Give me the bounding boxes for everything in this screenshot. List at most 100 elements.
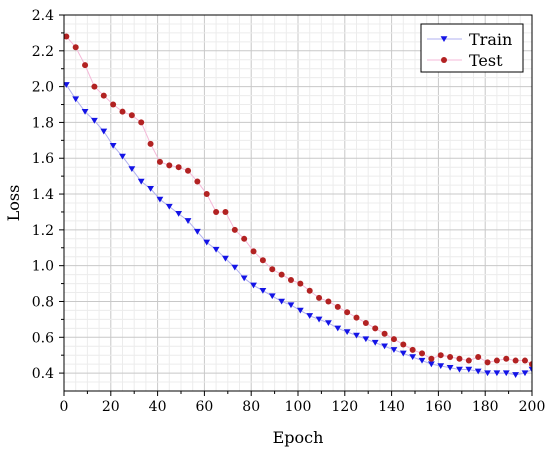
- train-point: [512, 372, 520, 378]
- test-point: [437, 352, 444, 359]
- train-point: [390, 347, 398, 353]
- test-point: [521, 357, 528, 364]
- train-series: [64, 82, 532, 378]
- train-point: [109, 142, 117, 149]
- test-point: [353, 314, 360, 321]
- legend-train-label: Train: [469, 30, 512, 49]
- train-point: [418, 357, 426, 364]
- train-point: [528, 366, 532, 373]
- test-point: [503, 355, 510, 362]
- train-point: [203, 239, 211, 246]
- test-point: [166, 162, 173, 169]
- y-tick-label: 1.6: [32, 151, 54, 167]
- tick-labels: 0 20 40 60 80 100 120 140 160 180 200 0.4 0.6 0.8 1.0 1…: [32, 8, 546, 415]
- test-point: [147, 140, 154, 147]
- train-point: [493, 370, 501, 377]
- train-point: [465, 366, 473, 373]
- test-point: [475, 353, 482, 360]
- x-tick-label: 60: [195, 399, 213, 415]
- x-tick-label: 100: [285, 399, 312, 415]
- train-point: [100, 128, 108, 135]
- test-point: [362, 319, 369, 326]
- test-point: [390, 336, 397, 343]
- train-point: [119, 153, 126, 160]
- y-tick-label: 0.4: [32, 366, 54, 382]
- x-tick-label: 40: [149, 399, 167, 415]
- train-point: [474, 368, 482, 375]
- x-tick-label: 0: [60, 399, 69, 415]
- train-point: [343, 329, 351, 335]
- test-point: [194, 178, 201, 185]
- test-point: [287, 276, 294, 283]
- x-tick-label: 80: [242, 399, 260, 415]
- train-point: [278, 298, 286, 305]
- train-point: [72, 96, 80, 103]
- train-point: [259, 288, 267, 294]
- train-point: [147, 185, 154, 192]
- test-point: [428, 355, 435, 362]
- test-point: [269, 266, 276, 273]
- test-series: [64, 33, 532, 368]
- train-point: [399, 350, 407, 357]
- train-point: [334, 325, 342, 332]
- y-tick-label: 2.2: [32, 44, 54, 60]
- x-tick-label: 200: [519, 399, 546, 415]
- series-layer: [64, 33, 532, 378]
- test-point: [325, 298, 332, 305]
- y-tick-label: 0.6: [32, 330, 54, 346]
- train-point: [91, 117, 98, 124]
- test-point: [316, 294, 323, 301]
- train-point: [325, 320, 332, 327]
- train-point: [240, 275, 248, 282]
- train-point: [222, 255, 229, 262]
- train-point: [156, 196, 164, 203]
- x-tick-label: 140: [378, 399, 405, 415]
- test-point: [241, 235, 248, 242]
- train-point: [296, 307, 304, 314]
- test-point: [185, 167, 192, 174]
- test-point: [334, 303, 341, 310]
- train-point: [268, 293, 276, 300]
- train-point: [175, 211, 183, 217]
- train-point: [381, 343, 388, 350]
- train-point: [353, 332, 360, 339]
- train-point: [81, 108, 89, 115]
- test-point: [297, 280, 304, 287]
- x-tick-label: 20: [102, 399, 120, 415]
- train-point: [306, 313, 314, 319]
- x-axis-title: Epoch: [273, 428, 324, 447]
- test-point: [456, 355, 463, 362]
- test-point: [100, 92, 107, 99]
- test-point: [72, 44, 79, 51]
- y-tick-label: 2.0: [32, 80, 54, 96]
- test-point: [400, 341, 407, 348]
- test-point: [128, 112, 135, 119]
- test-point: [259, 257, 266, 264]
- train-point: [315, 316, 323, 323]
- test-point: [138, 119, 145, 126]
- legend-test-key: [427, 57, 462, 63]
- y-tick-label: 0.8: [32, 294, 54, 310]
- train-point: [371, 339, 379, 346]
- test-point: [222, 208, 229, 215]
- test-point: [119, 108, 126, 115]
- train-point: [184, 218, 192, 224]
- legend-train-key: [427, 36, 462, 43]
- test-point: [231, 226, 238, 233]
- legend-box: [420, 23, 524, 73]
- train-point: [231, 264, 239, 271]
- legend-test-marker: [441, 57, 447, 63]
- test-point: [306, 287, 313, 294]
- y-tick-label: 2.4: [32, 8, 54, 24]
- train-point: [287, 302, 295, 309]
- test-point: [372, 325, 379, 332]
- train-point: [362, 336, 370, 343]
- train-point: [193, 228, 201, 235]
- legend: Train Test: [420, 23, 524, 73]
- y-tick-label: 1.8: [32, 115, 54, 131]
- train-point: [137, 178, 145, 185]
- x-tick-label: 120: [331, 399, 358, 415]
- test-point: [156, 158, 163, 165]
- y-axis-title: Loss: [4, 185, 23, 222]
